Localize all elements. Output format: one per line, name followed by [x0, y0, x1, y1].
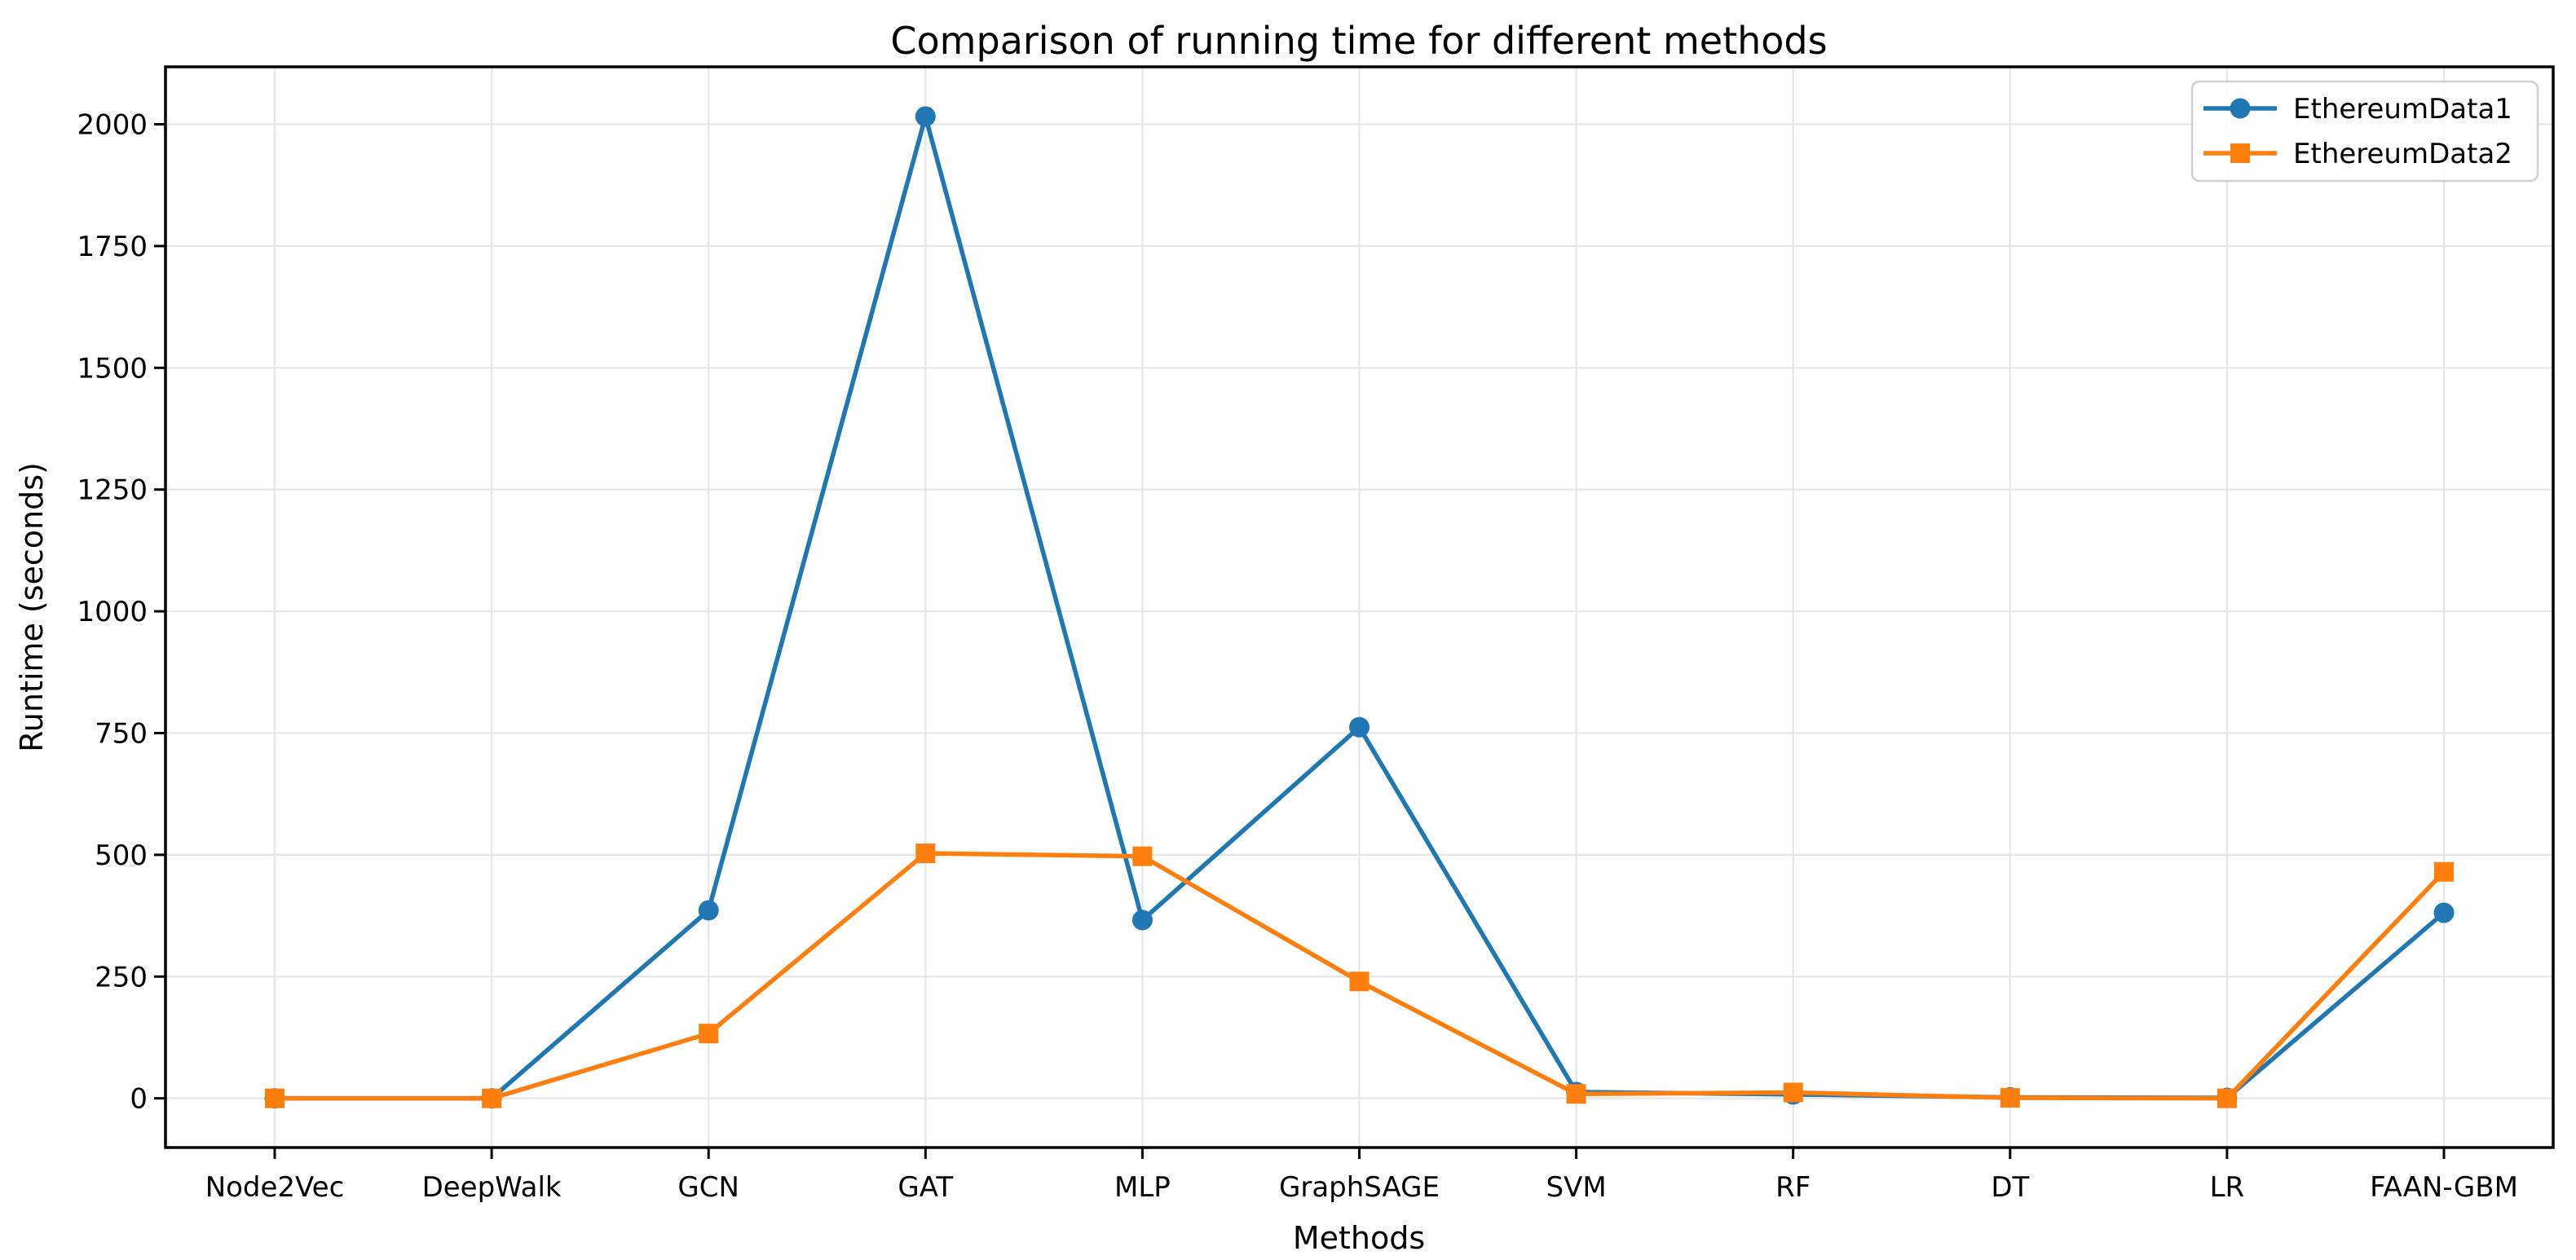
x-tick-label: FAAN-GBM [2370, 1171, 2518, 1204]
data-point-circle [915, 106, 936, 127]
legend-label: EthereumData1 [2293, 93, 2512, 126]
data-point-circle [1131, 910, 1153, 931]
x-gridlines-and-ticks: Node2Vec DeepWalk GCN GAT MLP GraphSAGE SVM RF D… [205, 67, 2518, 1204]
x-tick-label: GraphSAGE [1279, 1171, 1440, 1204]
legend-entry-ethereumdata1: EthereumData1 [2203, 93, 2512, 126]
y-tick-label: 250 [95, 961, 148, 993]
legend-box [2190, 80, 2539, 183]
y-tick-label: 1750 [77, 231, 148, 263]
data-point-square [1349, 971, 1370, 992]
x-tick-label: MLP [1114, 1171, 1171, 1204]
legend-entry-ethereumdata2: EthereumData2 [2203, 138, 2512, 170]
legend: EthereumData1 EthereumData2 [2190, 80, 2539, 183]
data-point-circle [1349, 716, 1370, 738]
x-tick-label: DT [1991, 1171, 2029, 1204]
x-tick-label: GCN [677, 1171, 739, 1204]
y-tick-label: 0 [130, 1083, 148, 1116]
legend-label: EthereumData2 [2293, 138, 2512, 170]
y-gridlines-and-ticks: 0 250 500 750 1000 1250 1500 1750 2000 [77, 109, 2553, 1116]
data-point-square [2230, 143, 2250, 163]
x-tick-label: SVM [1546, 1171, 1607, 1204]
y-tick-label: 1500 [77, 352, 148, 385]
data-point-square [915, 844, 936, 864]
plot-area-border [164, 65, 2555, 1149]
data-point-square [1132, 846, 1153, 866]
data-point-square [482, 1088, 502, 1108]
y-tick-label: 750 [95, 717, 148, 750]
chart-title: Comparison of running time for different… [890, 19, 1827, 63]
data-series [264, 106, 2455, 1109]
data-point-square [1783, 1082, 1803, 1103]
data-point-circle [2433, 902, 2455, 923]
x-tick-label: RF [1775, 1171, 1811, 1204]
y-tick-label: 2000 [77, 109, 148, 142]
series-ethereumdata2 [265, 844, 2454, 1108]
data-point-square [2000, 1088, 2020, 1108]
x-tick-label: LR [2210, 1171, 2245, 1204]
x-tick-label: DeepWalk [422, 1171, 562, 1204]
y-tick-label: 1000 [77, 596, 148, 628]
data-point-square [1566, 1084, 1586, 1104]
x-tick-label: GAT [898, 1171, 953, 1204]
data-point-square [699, 1024, 719, 1044]
data-point-square [265, 1088, 285, 1108]
data-point-circle [698, 900, 719, 921]
y-axis-label: Runtime (seconds) [14, 462, 50, 752]
data-point-circle [2230, 98, 2251, 119]
data-point-square [2217, 1088, 2237, 1108]
data-point-square [2434, 861, 2454, 882]
y-tick-label: 500 [95, 839, 148, 872]
y-tick-label: 1250 [77, 474, 148, 507]
x-axis-label: Methods [1293, 1220, 1425, 1256]
x-tick-label: Node2Vec [205, 1171, 345, 1204]
